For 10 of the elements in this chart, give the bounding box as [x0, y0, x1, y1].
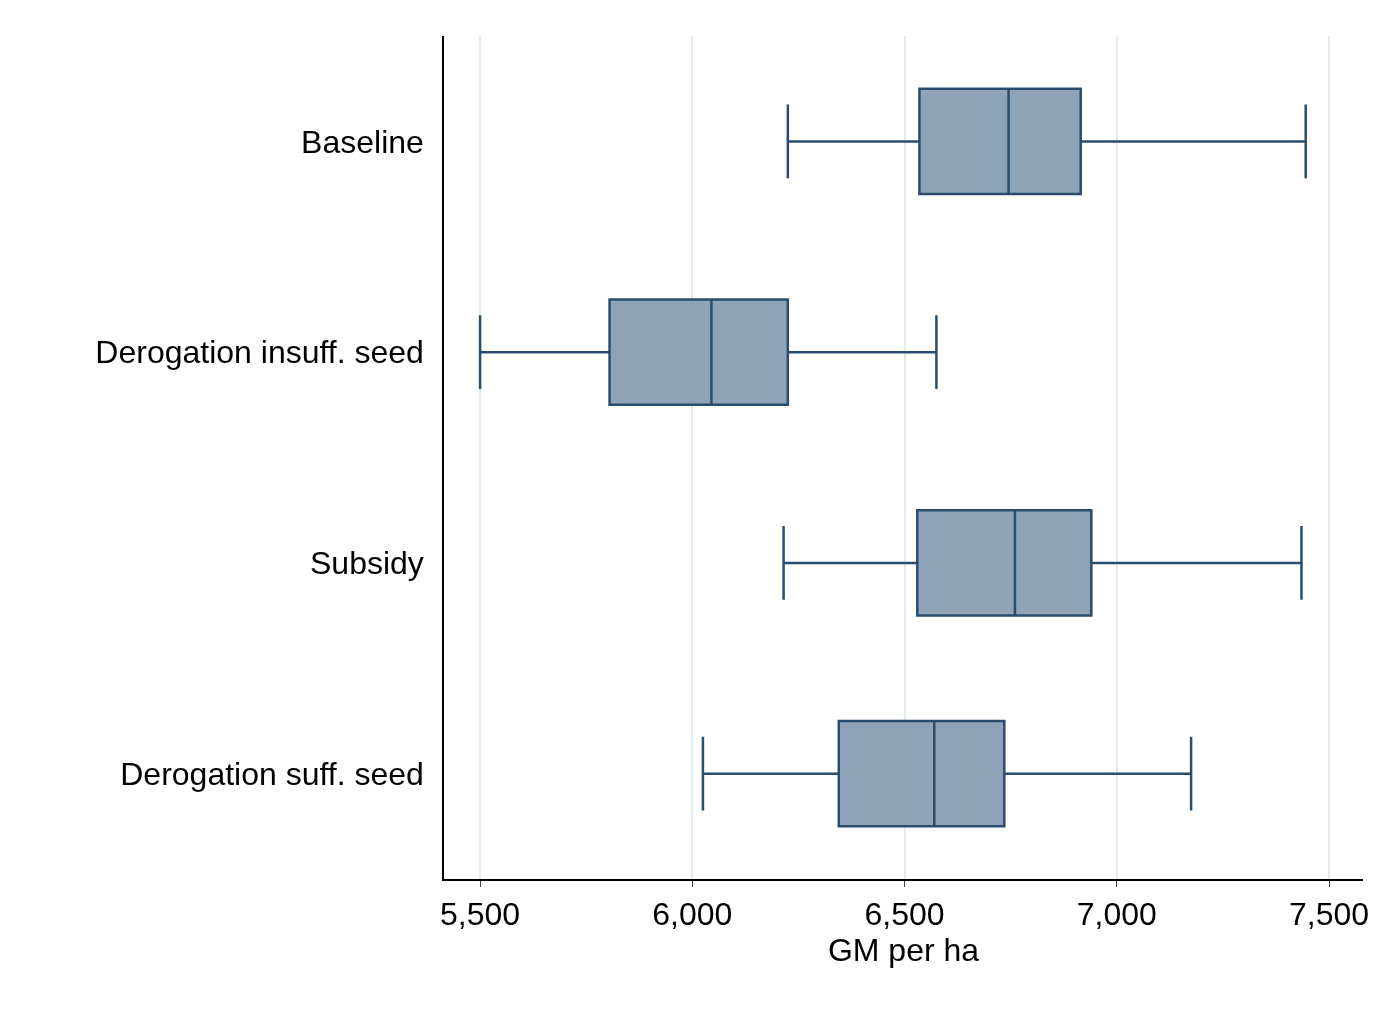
x-axis-title: GM per ha: [827, 932, 980, 969]
x-tick-label: 5,500: [440, 896, 521, 933]
y-tick-label: Derogation insuff. seed: [95, 334, 424, 371]
x-tick-label: 6,000: [652, 896, 733, 933]
x-tick-label: 6,500: [864, 896, 945, 933]
y-tick-label: Subsidy: [310, 545, 424, 582]
y-tick-label: Derogation suff. seed: [120, 755, 424, 792]
x-tick-label: 7,500: [1289, 896, 1370, 933]
y-tick-label: Baseline: [301, 123, 424, 160]
x-tick-label: 7,000: [1076, 896, 1157, 933]
